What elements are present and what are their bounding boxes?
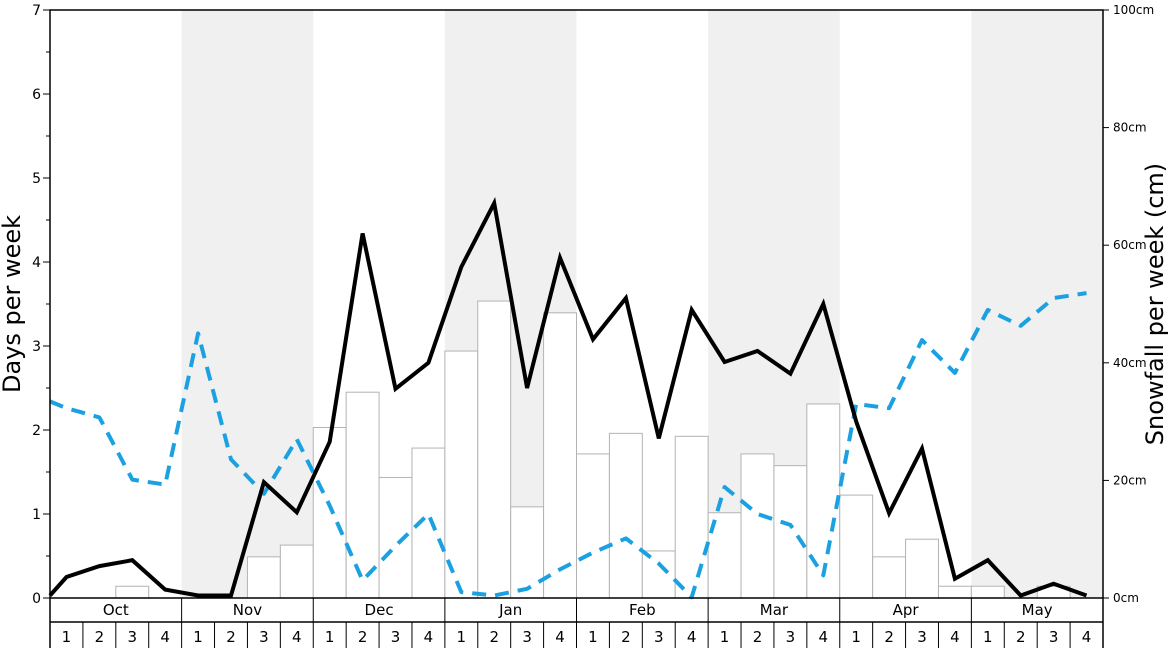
week-label: 4 xyxy=(1082,628,1092,646)
snowfall-bar xyxy=(543,312,577,599)
y-tick-label: 6 xyxy=(32,87,41,103)
week-label: 3 xyxy=(522,628,532,646)
snowfall-bar xyxy=(608,432,643,599)
week-label: 1 xyxy=(851,628,861,646)
week-label: 3 xyxy=(917,628,927,646)
snowfall-bar xyxy=(444,350,479,599)
y-axis-label: Days per week xyxy=(0,215,26,393)
y-tick-label: 0 xyxy=(32,591,41,607)
snowfall-bar xyxy=(937,585,972,599)
month-label: Mar xyxy=(760,601,789,619)
left-axis: 0 1 2 3 4 5 6 7 xyxy=(32,3,50,607)
week-label: 3 xyxy=(786,628,796,646)
week-label: 2 xyxy=(884,628,894,646)
y-tick-label: 2 xyxy=(32,423,41,439)
snowfall-bar xyxy=(477,300,512,599)
week-label: 3 xyxy=(654,628,664,646)
snowfall-bar xyxy=(576,453,610,599)
week-label: 4 xyxy=(687,628,697,646)
snowfall-bar xyxy=(839,494,874,599)
month-label: Oct xyxy=(103,601,129,619)
y-tick-label: 5 xyxy=(32,171,41,187)
month-label: Feb xyxy=(629,601,656,619)
snowfall-bar xyxy=(970,585,1005,599)
y2-tick-label: 80cm xyxy=(1113,121,1147,135)
y2-tick-label: 40cm xyxy=(1113,356,1147,370)
week-label: 4 xyxy=(819,628,829,646)
week-label: 1 xyxy=(588,628,598,646)
week-label: 3 xyxy=(127,628,137,646)
snowfall-bar xyxy=(641,550,676,599)
month-band-may xyxy=(971,10,1103,598)
week-label: 4 xyxy=(292,628,302,646)
week-label: 1 xyxy=(720,628,730,646)
week-label: 1 xyxy=(62,628,72,646)
week-label: 2 xyxy=(489,628,499,646)
snowfall-bar xyxy=(378,476,413,599)
week-label: 2 xyxy=(753,628,763,646)
y-tick-label: 4 xyxy=(32,255,41,271)
y2-tick-label: 20cm xyxy=(1113,473,1147,487)
week-label: 2 xyxy=(621,628,631,646)
week-label: 2 xyxy=(1016,628,1026,646)
snowfall-bar xyxy=(115,585,150,599)
month-label: Apr xyxy=(893,601,920,619)
week-label: 2 xyxy=(358,628,368,646)
week-label: 2 xyxy=(226,628,236,646)
week-label: 4 xyxy=(555,628,565,646)
snowfall-bar xyxy=(773,465,808,599)
y-tick-label: 7 xyxy=(32,3,41,19)
y2-tick-label: 100cm xyxy=(1113,3,1154,17)
month-label: Jan xyxy=(498,601,522,619)
x-axis: Oct Nov Dec Jan Feb Mar Apr May 1 2 3 4 1 2 3 4 1 2 3 4 1 2 3 4… xyxy=(49,598,1104,648)
snowfall-bar xyxy=(246,556,281,599)
snowfall-bar xyxy=(740,453,775,599)
solid-line-series xyxy=(48,197,1088,598)
y2-axis-label: Snowfall per week (cm) xyxy=(1141,163,1168,445)
snowfall-bar xyxy=(345,391,380,599)
week-label: 4 xyxy=(950,628,960,646)
week-label: 1 xyxy=(193,628,203,646)
month-label: Dec xyxy=(365,601,394,619)
month-label: Nov xyxy=(233,601,262,619)
week-label: 1 xyxy=(457,628,467,646)
y2-tick-label: 0cm xyxy=(1113,591,1139,605)
y2-tick-label: 60cm xyxy=(1113,238,1147,252)
week-label: 4 xyxy=(160,628,170,646)
week-label: 3 xyxy=(259,628,269,646)
snowfall-bar xyxy=(312,426,347,599)
week-label: 1 xyxy=(983,628,993,646)
week-label: 2 xyxy=(95,628,105,646)
week-label: 3 xyxy=(1049,628,1059,646)
snowfall-bar xyxy=(905,538,939,599)
snowfall-bar xyxy=(872,556,907,599)
y-tick-label: 3 xyxy=(32,339,41,355)
y-tick-label: 1 xyxy=(32,507,41,523)
week-label: 1 xyxy=(325,628,335,646)
week-label: 4 xyxy=(424,628,434,646)
month-label: May xyxy=(1022,601,1053,619)
right-axis: 0cm 20cm 40cm 60cm 80cm 100cm xyxy=(1103,3,1154,605)
snowfall-bar xyxy=(279,544,314,599)
snowfall-bar xyxy=(510,506,545,599)
month-band-nov xyxy=(181,10,314,598)
day-lines xyxy=(48,197,1088,600)
dashed-line-series xyxy=(49,291,1087,600)
snowfall-bar xyxy=(674,435,709,599)
week-label: 3 xyxy=(391,628,401,646)
